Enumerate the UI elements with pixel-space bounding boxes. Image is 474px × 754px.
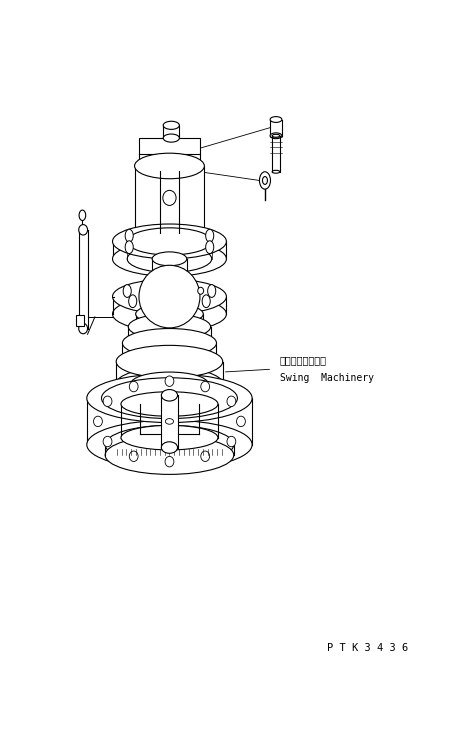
Ellipse shape <box>112 241 227 276</box>
Ellipse shape <box>139 265 200 328</box>
Text: P T K 3 4 3 6: P T K 3 4 3 6 <box>327 643 408 653</box>
Ellipse shape <box>79 323 88 334</box>
Ellipse shape <box>135 153 204 179</box>
Ellipse shape <box>122 347 217 376</box>
Ellipse shape <box>128 314 210 339</box>
Ellipse shape <box>128 295 137 308</box>
Ellipse shape <box>105 436 234 474</box>
Bar <box>270 120 282 136</box>
Ellipse shape <box>131 372 208 395</box>
Ellipse shape <box>237 416 246 427</box>
Ellipse shape <box>270 117 282 122</box>
Ellipse shape <box>270 133 282 139</box>
Bar <box>122 343 217 362</box>
Ellipse shape <box>112 279 227 314</box>
Ellipse shape <box>136 317 203 337</box>
Ellipse shape <box>272 134 280 137</box>
Bar <box>139 138 200 166</box>
Ellipse shape <box>206 229 214 242</box>
Ellipse shape <box>202 295 210 308</box>
Ellipse shape <box>103 437 112 447</box>
Ellipse shape <box>227 437 236 447</box>
Ellipse shape <box>121 425 218 450</box>
Ellipse shape <box>201 382 210 392</box>
Ellipse shape <box>227 396 236 406</box>
Text: スイングマシナリ: スイングマシナリ <box>280 355 327 366</box>
Text: Swing  Machinery: Swing Machinery <box>280 373 374 383</box>
Ellipse shape <box>101 378 237 418</box>
Bar <box>161 395 178 448</box>
Ellipse shape <box>128 330 210 356</box>
Ellipse shape <box>163 134 179 143</box>
Ellipse shape <box>123 284 131 297</box>
Ellipse shape <box>129 451 138 461</box>
Ellipse shape <box>93 416 102 427</box>
Ellipse shape <box>116 345 223 378</box>
Ellipse shape <box>152 252 187 266</box>
Ellipse shape <box>87 374 252 422</box>
Ellipse shape <box>272 170 280 173</box>
Bar <box>135 166 204 241</box>
Bar <box>131 384 208 398</box>
Ellipse shape <box>136 304 203 324</box>
Ellipse shape <box>129 382 138 392</box>
Ellipse shape <box>206 241 214 253</box>
Ellipse shape <box>112 296 227 332</box>
Ellipse shape <box>263 176 267 185</box>
Ellipse shape <box>116 367 223 400</box>
Bar <box>152 259 187 275</box>
Bar <box>123 296 216 314</box>
Ellipse shape <box>163 121 179 130</box>
Ellipse shape <box>201 451 210 461</box>
Ellipse shape <box>165 418 173 425</box>
Ellipse shape <box>87 420 252 469</box>
Bar <box>105 445 234 455</box>
Ellipse shape <box>208 284 216 297</box>
Ellipse shape <box>105 425 234 464</box>
Ellipse shape <box>152 268 187 282</box>
Ellipse shape <box>161 390 178 401</box>
Ellipse shape <box>127 228 212 255</box>
Ellipse shape <box>165 376 174 386</box>
Ellipse shape <box>198 287 204 294</box>
Ellipse shape <box>112 224 227 259</box>
Bar <box>112 241 227 259</box>
Bar <box>87 398 252 445</box>
Ellipse shape <box>125 229 133 242</box>
Ellipse shape <box>161 442 178 453</box>
Ellipse shape <box>163 190 176 205</box>
Ellipse shape <box>259 172 271 189</box>
Bar <box>76 315 84 326</box>
Ellipse shape <box>79 225 88 235</box>
Ellipse shape <box>125 241 133 253</box>
Bar <box>79 230 88 329</box>
Bar <box>163 125 179 138</box>
Ellipse shape <box>165 456 174 467</box>
Ellipse shape <box>103 396 112 406</box>
Bar <box>116 362 223 384</box>
Ellipse shape <box>127 245 212 272</box>
Bar <box>127 241 212 259</box>
Bar <box>128 326 210 343</box>
Bar <box>272 136 280 172</box>
Bar <box>136 314 203 326</box>
Ellipse shape <box>131 387 208 410</box>
Ellipse shape <box>121 392 218 416</box>
Ellipse shape <box>122 329 217 357</box>
Ellipse shape <box>135 228 204 254</box>
